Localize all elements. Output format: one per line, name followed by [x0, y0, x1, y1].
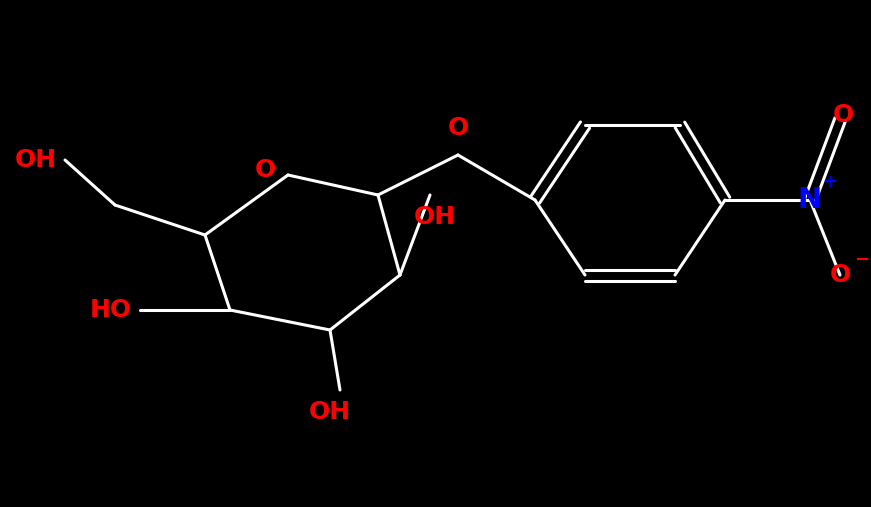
- Text: OH: OH: [414, 205, 456, 229]
- Text: O: O: [448, 116, 469, 140]
- Text: +: +: [822, 173, 838, 191]
- Text: O: O: [829, 263, 851, 287]
- Text: −: −: [854, 251, 869, 269]
- Text: N: N: [798, 186, 822, 214]
- Text: OH: OH: [309, 400, 351, 424]
- Text: O: O: [833, 103, 854, 127]
- Text: HO: HO: [90, 298, 132, 322]
- Text: O: O: [254, 158, 276, 182]
- Text: OH: OH: [15, 148, 57, 172]
